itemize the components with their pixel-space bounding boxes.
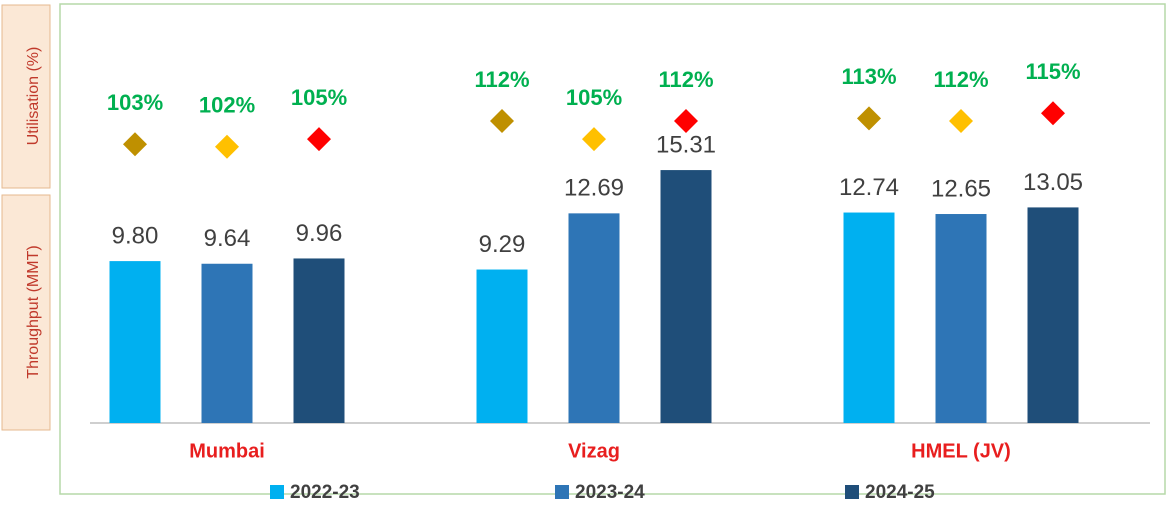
value-label: 12.74 <box>839 174 899 201</box>
value-label: 9.80 <box>112 222 159 249</box>
utilisation-marker <box>123 132 147 157</box>
utilisation-label: 103% <box>107 90 163 115</box>
value-label-box <box>285 214 353 253</box>
legend-swatch <box>555 485 569 499</box>
category-label: Vizag <box>568 440 620 462</box>
y2-axis-label: Utilisation (%) <box>25 47 42 146</box>
value-label-box <box>1019 163 1087 202</box>
utilisation-label: 105% <box>291 85 347 110</box>
utilisation-label: 105% <box>566 85 622 110</box>
y2-label-box <box>1 4 51 189</box>
value-label-box <box>468 225 536 264</box>
bar <box>1027 207 1079 423</box>
bar <box>568 213 620 423</box>
value-label-box <box>927 170 995 209</box>
bar <box>843 212 895 423</box>
value-label-box <box>193 219 261 258</box>
utilisation-label: 112% <box>933 67 988 92</box>
value-label: 12.69 <box>564 175 624 202</box>
utilisation-label: 102% <box>199 93 255 118</box>
legend-swatch <box>845 485 859 499</box>
utilisation-marker <box>674 108 698 133</box>
bar <box>476 269 528 423</box>
utilisation-label: 115% <box>1025 59 1080 84</box>
value-label: 12.65 <box>931 175 991 202</box>
utilisation-marker <box>215 134 239 159</box>
category-label: Mumbai <box>189 440 265 462</box>
utilisation-marker <box>490 108 514 133</box>
utilisation-marker <box>582 127 606 152</box>
bar <box>201 263 253 423</box>
value-label: 15.31 <box>656 131 716 158</box>
utilisation-marker <box>857 106 881 131</box>
bar <box>660 170 712 423</box>
value-label: 13.05 <box>1023 169 1083 196</box>
bar <box>293 258 345 423</box>
value-label: 9.29 <box>479 231 526 258</box>
value-label-box <box>101 217 169 256</box>
utilisation-label: 112% <box>658 67 713 92</box>
value-label-box <box>835 168 903 207</box>
utilisation-marker <box>949 108 973 133</box>
legend-swatch <box>270 485 284 499</box>
value-label: 9.96 <box>296 220 343 247</box>
value-label: 9.64 <box>204 225 251 252</box>
bar <box>109 261 161 423</box>
chart-border <box>59 3 1166 495</box>
y-label-box <box>1 194 51 431</box>
category-label: HMEL (JV) <box>911 440 1011 462</box>
legend-label: 2023-24 <box>575 482 645 503</box>
utilisation-marker <box>307 127 331 152</box>
legend-label: 2022-23 <box>290 482 360 503</box>
y-axis-label: Throughput (MMT) <box>25 245 42 378</box>
legend-label: 2024-25 <box>865 482 935 503</box>
utilisation-marker <box>1041 101 1065 126</box>
bar <box>935 214 987 423</box>
utilisation-label: 113% <box>841 64 896 89</box>
utilisation-label: 112% <box>474 67 529 92</box>
value-label-box <box>560 169 628 208</box>
